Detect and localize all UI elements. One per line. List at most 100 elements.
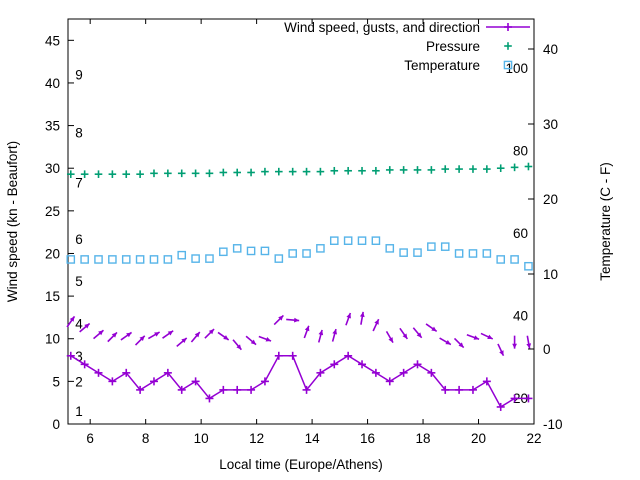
fahrenheit-label: 80	[513, 143, 528, 158]
point-marker	[121, 255, 131, 264]
y2-tick-label: 20	[543, 192, 558, 207]
wind-arrow-head	[431, 326, 437, 332]
wind-arrow	[190, 331, 201, 343]
x-tick-label: 10	[194, 431, 209, 446]
beaufort-label: 1	[75, 404, 83, 419]
wind-arrow	[134, 335, 146, 346]
wind-arrow	[79, 322, 91, 333]
wind-arrow-head	[250, 339, 257, 345]
wind-arrow-head	[388, 337, 394, 343]
wind-arrow	[331, 328, 337, 342]
y2-axis-ticks: -10 0 10 20 30 40	[528, 42, 563, 432]
point-marker	[219, 247, 228, 257]
wind-arrow	[317, 329, 324, 343]
wind-arrow	[526, 335, 532, 349]
wind-arrow	[147, 331, 161, 340]
x-tick-label: 6	[86, 431, 94, 446]
wind-arrow-head	[499, 350, 504, 356]
point-marker	[274, 254, 284, 263]
y-tick-label: 35	[45, 119, 60, 134]
y-axis-label: Wind speed (kn - Beaufort)	[5, 141, 20, 302]
wind-arrow	[512, 335, 517, 349]
wind-arrow-head	[526, 343, 532, 349]
point-marker	[413, 248, 422, 257]
y-tick-label: 30	[45, 161, 60, 176]
series-plus	[66, 162, 533, 178]
beaufort-label: 8	[75, 125, 83, 140]
y2-tick-label: -10	[543, 417, 563, 432]
wind-arrow-head	[487, 334, 493, 340]
wind-arrow	[204, 328, 215, 339]
wind-arrow	[217, 331, 230, 341]
wind-arrow	[286, 317, 300, 323]
wind-arrow-head	[167, 330, 174, 336]
wind-arrow-head	[294, 317, 300, 323]
x-axis-ticks: 6 8 10 12 14 16 18 20 22	[86, 19, 542, 446]
y2-axis-label: Temperature (C - F)	[598, 162, 613, 281]
wind-arrow	[359, 311, 365, 325]
y-tick-label: 5	[52, 374, 60, 389]
wind-arrow-head	[402, 333, 408, 339]
plot-frame	[67, 18, 535, 425]
point-marker	[66, 255, 76, 264]
wind-arrow	[162, 330, 174, 339]
beaufort-label: 6	[75, 232, 83, 247]
wind-arrow-head	[84, 323, 90, 329]
wind-arrow-head	[194, 332, 200, 338]
point-marker	[163, 255, 173, 264]
wind-arrow	[107, 331, 118, 343]
beaufort-scale-labels: 1 2 3 4 5 6 7 8 9	[75, 67, 83, 419]
wind-arrow	[303, 325, 310, 339]
wind-arrow	[273, 314, 284, 326]
y2-tick-label: 10	[543, 267, 558, 282]
beaufort-label: 2	[75, 374, 83, 389]
wind-arrow-head	[318, 329, 324, 336]
series-line	[70, 354, 529, 409]
wind-arrow	[480, 332, 494, 340]
point-marker	[288, 249, 297, 258]
wind-arrow-head	[473, 335, 480, 340]
y-tick-label: 10	[45, 332, 60, 347]
y-tick-label: 45	[45, 33, 60, 48]
x-axis-label: Local time (Europe/Athens)	[219, 457, 383, 472]
beaufort-label: 4	[75, 316, 83, 331]
wind-arrow-head	[278, 315, 284, 321]
wind-arrow-head	[374, 319, 379, 325]
y2-tick-label: 0	[543, 342, 551, 357]
y2-tick-label: 30	[543, 117, 558, 132]
wind-arrow	[120, 331, 133, 341]
point-marker	[260, 246, 270, 256]
wind-arrow	[232, 339, 242, 351]
point-marker	[191, 254, 200, 263]
data-series-group	[66, 162, 533, 411]
plot-border	[67, 18, 535, 425]
beaufort-label: 9	[75, 67, 83, 82]
y-tick-label: 25	[45, 204, 60, 219]
wind-arrow	[412, 327, 423, 339]
point-marker	[454, 249, 464, 258]
point-marker	[205, 254, 214, 263]
wind-arrow-head	[154, 332, 160, 337]
wind-arrow-head	[359, 311, 365, 318]
y2-tick-label: 40	[543, 42, 558, 57]
wind-arrow-head	[304, 325, 310, 332]
fahrenheit-label: 40	[513, 308, 528, 323]
wind-arrow	[245, 335, 257, 346]
point-marker	[385, 244, 395, 253]
x-tick-label: 16	[360, 431, 375, 446]
point-marker	[80, 255, 89, 264]
beaufort-label: 5	[75, 274, 83, 289]
wind-arrow	[497, 343, 505, 357]
point-marker	[329, 236, 339, 245]
wind-direction-arrows	[66, 311, 532, 357]
wind-arrow-head	[445, 339, 451, 345]
x-tick-label: 14	[305, 431, 321, 446]
x-tick-label: 18	[416, 431, 431, 446]
series-plus-line	[66, 351, 533, 411]
wind-arrow	[93, 329, 105, 340]
wind-arrow-head	[346, 313, 351, 319]
x-tick-label: 8	[142, 431, 150, 446]
wind-arrow-head	[208, 329, 215, 335]
